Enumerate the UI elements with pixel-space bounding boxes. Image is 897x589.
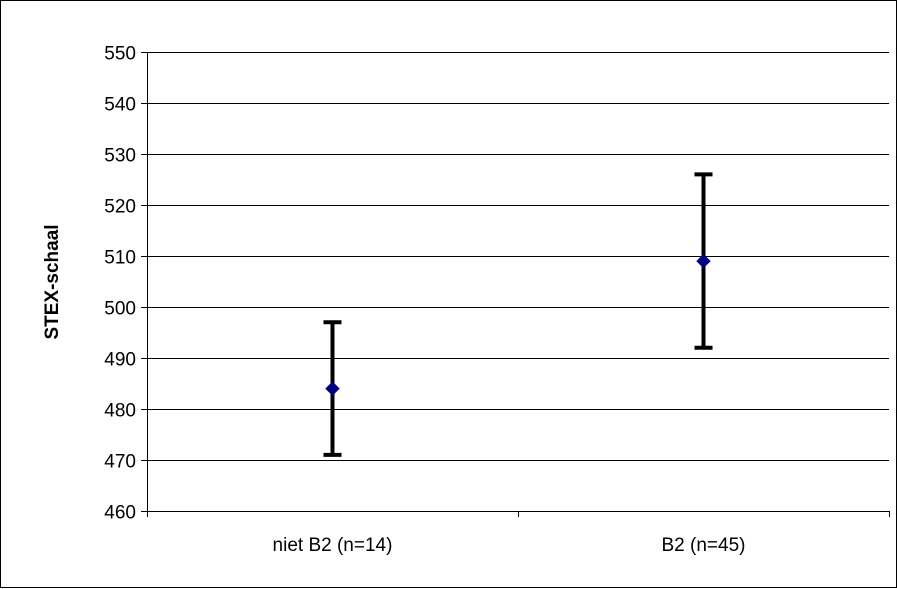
y-tick-label: 520 [104,197,136,218]
y-tick-label: 540 [104,95,136,116]
y-tick-label: 490 [104,350,136,371]
error-bars [323,172,713,457]
y-tick-label: 530 [104,146,136,167]
x-tick-label: niet B2 (n=14) [273,535,393,556]
y-tick-label: 480 [104,401,136,422]
gridlines [147,52,889,461]
y-tick-label: 460 [104,503,136,524]
y-tick-label: 470 [104,452,136,473]
y-tick-label: 550 [104,44,136,65]
x-tick-labels: niet B2 (n=14) B2 (n=45) [273,535,746,556]
y-tick-label: 500 [104,299,136,320]
y-tick-label: 510 [104,248,136,269]
data-point-marker [325,381,340,396]
y-axis-title: STEX-schaal [42,224,63,339]
y-tick-labels: 460 470 480 490 500 510 520 530 540 550 [104,44,136,524]
x-tick-label: B2 (n=45) [662,535,746,556]
data-points [325,253,711,396]
data-point-marker [696,253,711,269]
axes [141,52,890,517]
